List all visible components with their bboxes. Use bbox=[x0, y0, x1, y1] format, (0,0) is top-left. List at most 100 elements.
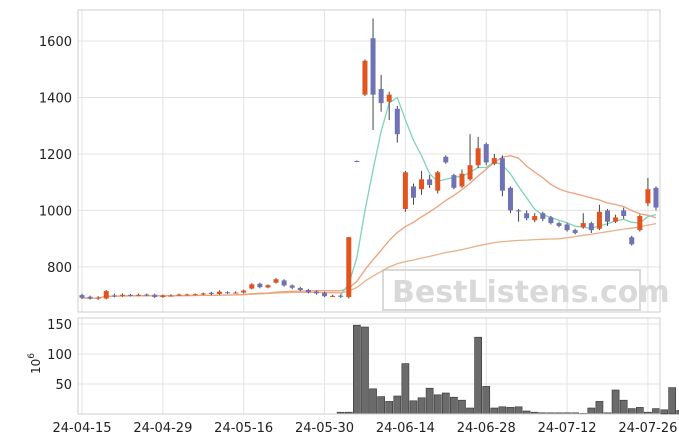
date-tick-label: 24-05-30 bbox=[295, 421, 354, 436]
candle-body bbox=[136, 294, 142, 296]
volume-bar bbox=[417, 397, 426, 415]
volume-bar bbox=[668, 387, 677, 415]
candle-body bbox=[257, 283, 263, 288]
volume-bar bbox=[369, 388, 377, 415]
date-tick-label: 24-06-14 bbox=[376, 421, 435, 436]
candle-body bbox=[208, 292, 214, 294]
volume-bar bbox=[401, 363, 410, 415]
candle-body bbox=[443, 156, 449, 163]
candle-body bbox=[168, 295, 174, 297]
candle-body bbox=[516, 210, 522, 212]
ma-mid-line bbox=[81, 155, 657, 299]
volume-plot-frame bbox=[77, 317, 661, 415]
candle-body bbox=[79, 295, 85, 298]
volume-bar bbox=[635, 407, 644, 415]
candle-body bbox=[419, 179, 425, 190]
candle-body bbox=[362, 60, 368, 95]
candle-body bbox=[354, 161, 360, 162]
candle-body bbox=[596, 211, 602, 229]
candle-body bbox=[216, 291, 222, 294]
volume-bar bbox=[595, 401, 604, 415]
candle-body bbox=[427, 179, 433, 185]
candle-body bbox=[532, 216, 538, 221]
volume-bar bbox=[393, 395, 402, 415]
candle-body bbox=[200, 293, 206, 295]
candle-body bbox=[629, 237, 635, 245]
volume-bar bbox=[450, 396, 458, 415]
volume-bar bbox=[627, 408, 636, 415]
candle-body bbox=[386, 94, 392, 102]
candle-body bbox=[451, 175, 457, 188]
candle-body bbox=[144, 294, 150, 296]
volume-multiplier-label: 106 bbox=[27, 353, 43, 374]
volume-tick-label: 50 bbox=[55, 378, 72, 393]
candle-body bbox=[604, 210, 610, 222]
date-tick-label: 24-07-26 bbox=[618, 421, 677, 436]
volume-bar bbox=[506, 407, 515, 415]
volume-bar bbox=[458, 399, 466, 415]
date-tick-label: 24-06-28 bbox=[457, 421, 516, 436]
candle-body bbox=[524, 213, 530, 219]
candle-body bbox=[297, 288, 303, 290]
chart-grid bbox=[78, 10, 660, 414]
volume-bar bbox=[619, 399, 628, 415]
volume-bar bbox=[514, 406, 523, 415]
date-tick-label: 24-05-16 bbox=[214, 421, 273, 436]
volume-bar bbox=[425, 387, 434, 415]
candle-body bbox=[370, 38, 376, 95]
volume-bar bbox=[361, 326, 369, 415]
volume-axis-ticks: 50 100 150 bbox=[47, 318, 72, 393]
volume-bar bbox=[353, 324, 361, 415]
candle-body bbox=[491, 158, 497, 164]
candle-body bbox=[621, 210, 627, 217]
candle-body bbox=[499, 158, 505, 191]
candle-body bbox=[394, 108, 400, 135]
candle-body bbox=[653, 187, 659, 208]
volume-tick-label: 100 bbox=[47, 348, 72, 363]
candle-body bbox=[645, 189, 651, 204]
candle-body bbox=[305, 289, 311, 293]
candle-body bbox=[192, 294, 198, 296]
candle-body bbox=[330, 295, 336, 297]
price-tick-label: 1400 bbox=[39, 91, 72, 106]
candle-body bbox=[241, 290, 247, 293]
candle-body bbox=[233, 292, 239, 294]
candle-body bbox=[87, 296, 93, 299]
volume-bar bbox=[498, 406, 507, 415]
watermark: BestListens.com bbox=[392, 275, 670, 310]
volume-bar bbox=[385, 401, 394, 415]
volume-bar bbox=[441, 392, 450, 415]
volume-bar bbox=[409, 400, 418, 415]
price-tick-label: 1600 bbox=[39, 35, 72, 50]
price-tick-label: 800 bbox=[47, 261, 72, 276]
candle-body bbox=[540, 213, 546, 219]
candle-body bbox=[152, 294, 158, 298]
candle-body bbox=[346, 237, 352, 298]
candle-body bbox=[103, 291, 109, 299]
price-axis-ticks: 800 1000 1200 1400 1600 bbox=[39, 35, 72, 276]
candle-body bbox=[289, 285, 295, 288]
candle-body bbox=[483, 144, 489, 163]
candle-body bbox=[556, 223, 562, 226]
date-tick-label: 24-04-29 bbox=[133, 421, 192, 436]
candle-body bbox=[249, 284, 255, 289]
price-tick-label: 1200 bbox=[39, 148, 72, 163]
candle-body bbox=[128, 294, 134, 296]
volume-bar bbox=[482, 386, 491, 415]
candle-body bbox=[265, 285, 271, 288]
candle-body bbox=[467, 165, 473, 180]
candle-body bbox=[313, 291, 319, 294]
candle-body bbox=[475, 148, 481, 166]
candle-body bbox=[564, 224, 570, 231]
candle-body bbox=[588, 223, 594, 231]
candle-body bbox=[402, 172, 408, 209]
candle-body bbox=[111, 295, 117, 297]
price-tick-label: 1000 bbox=[39, 204, 72, 219]
candle-body bbox=[160, 295, 166, 298]
candle-body bbox=[548, 217, 554, 224]
volume-bar bbox=[611, 389, 620, 415]
candle-body bbox=[273, 279, 279, 283]
candle-body bbox=[338, 295, 344, 297]
volume-bar bbox=[474, 336, 482, 415]
